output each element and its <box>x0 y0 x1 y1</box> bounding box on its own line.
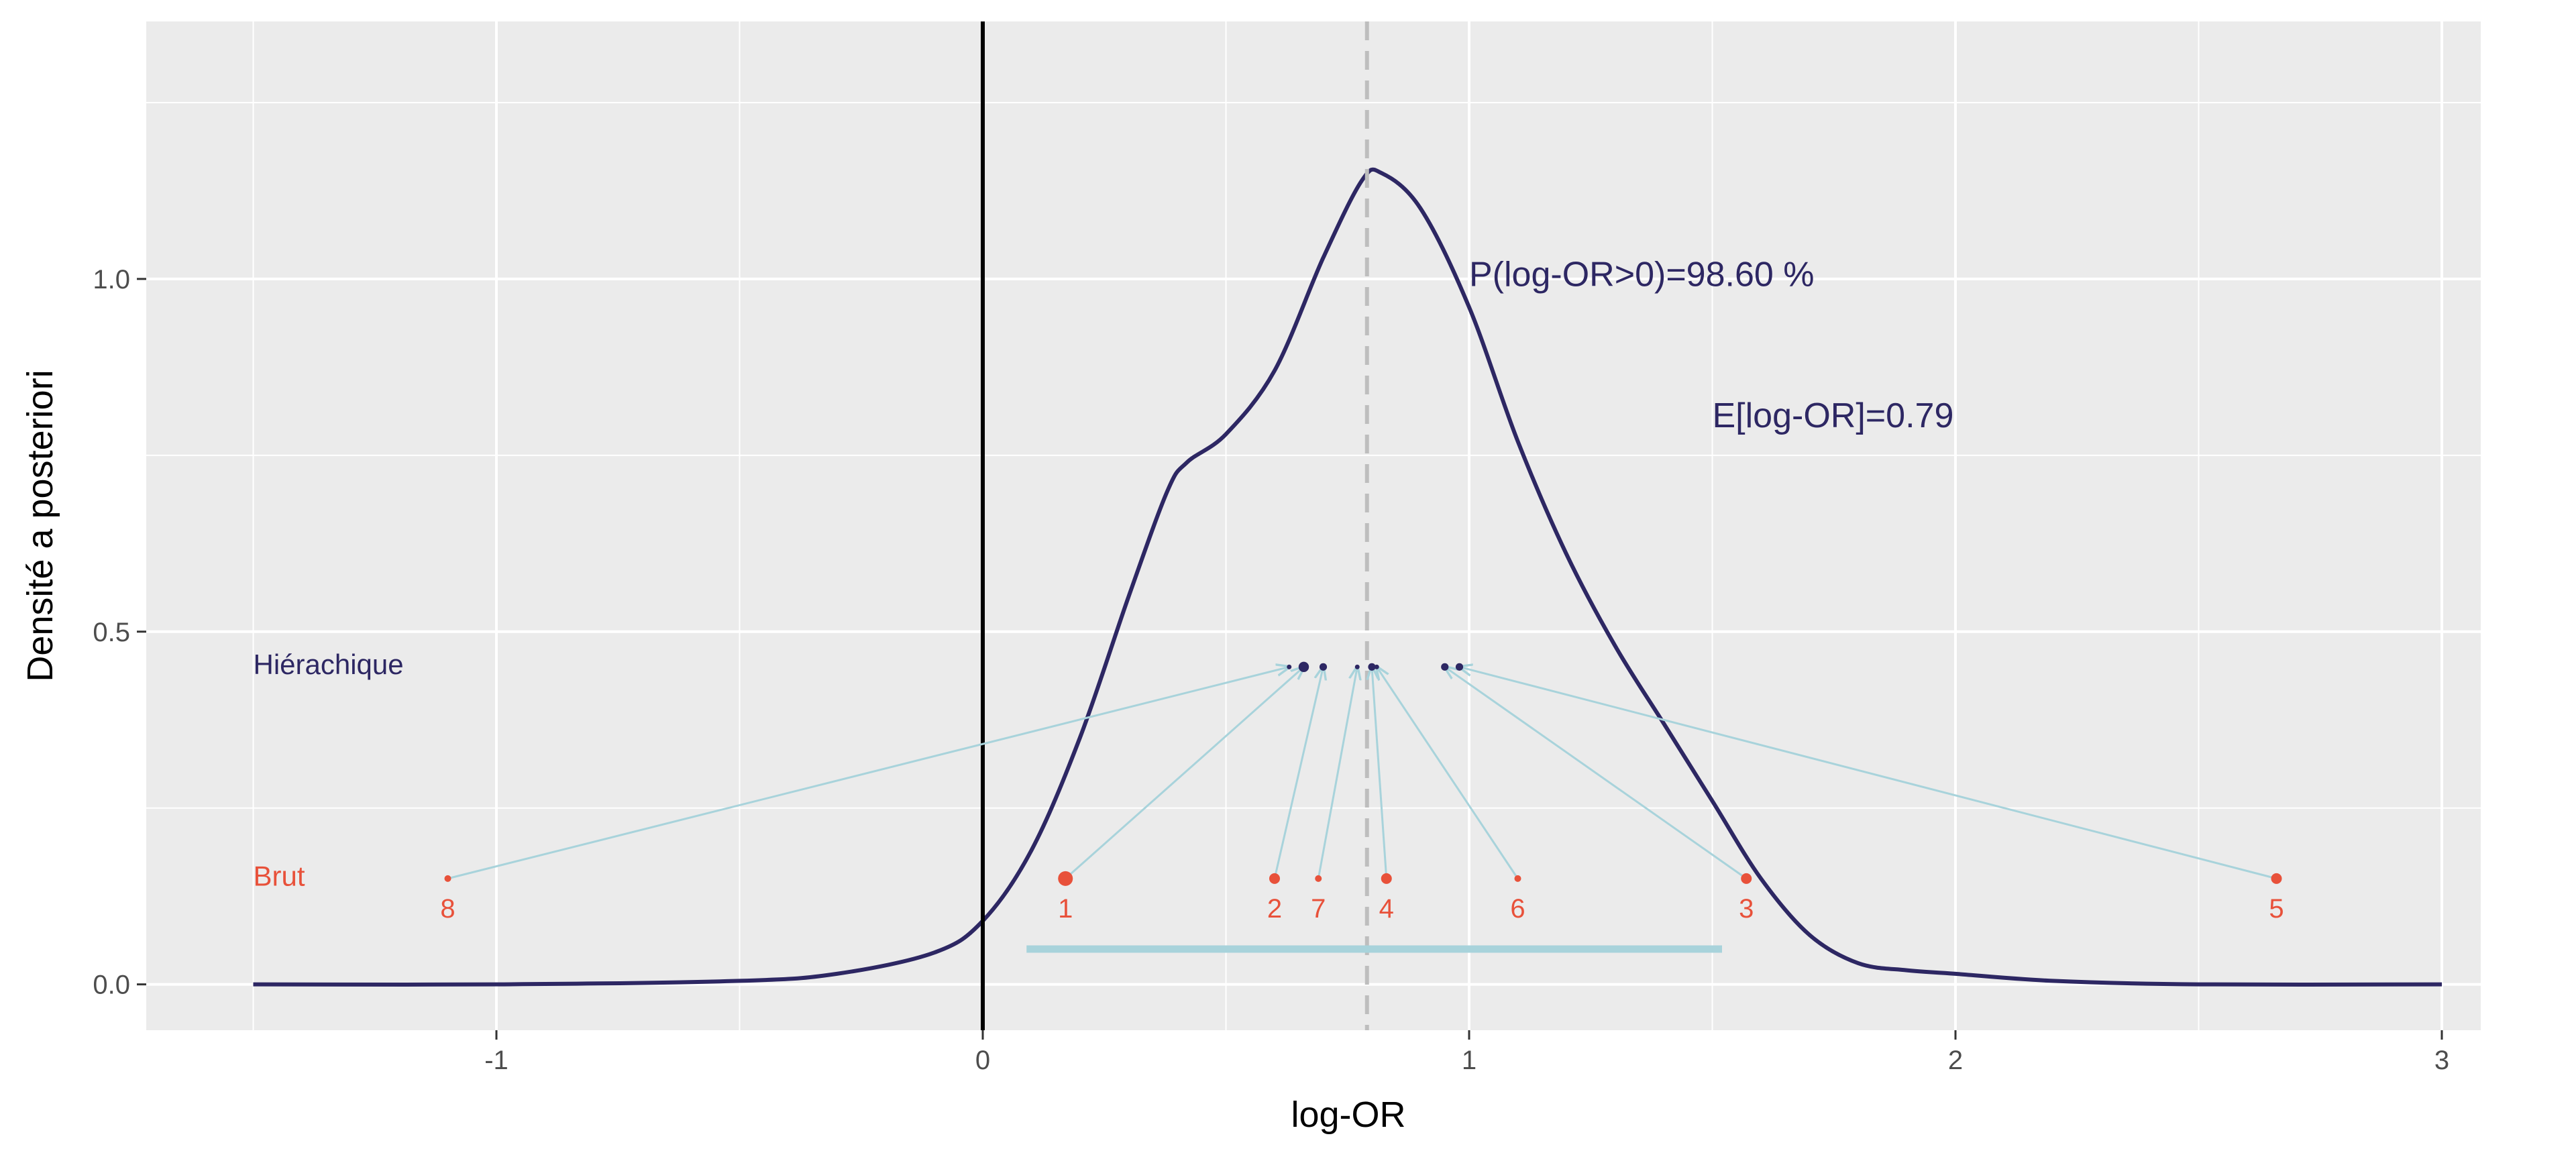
raw-point <box>1514 875 1521 882</box>
study-label: 6 <box>1510 894 1525 924</box>
row-label-hierarchical: Hiérachique <box>254 649 404 680</box>
hierarchical-point <box>1298 661 1309 673</box>
density-curve <box>253 167 2443 987</box>
shrinkage-arrow <box>1273 667 1324 879</box>
x-tick-label: 2 <box>1948 1046 1963 1075</box>
shrinkage-arrow <box>1372 667 1388 879</box>
study-label: 5 <box>2269 894 2284 924</box>
hierarchical-point <box>1374 664 1379 669</box>
shrinkage-arrow <box>447 667 1289 880</box>
shrinkage-arrow <box>1065 667 1303 879</box>
row-label-raw: Brut <box>254 860 305 891</box>
study-label: 2 <box>1267 894 1282 924</box>
raw-point <box>1315 875 1322 882</box>
y-tick-label: 0.0 <box>93 971 130 1000</box>
study-label: 8 <box>440 894 455 924</box>
grid-minor <box>146 21 2481 1030</box>
x-tick-label: 3 <box>2434 1046 2449 1075</box>
hierarchical-point <box>1368 663 1376 671</box>
study-label: 7 <box>1311 894 1326 924</box>
y-axis-title: Densité a posteriori <box>20 370 60 681</box>
raw-point <box>1269 873 1280 884</box>
y-tick-label: 1.0 <box>93 265 130 294</box>
hierarchical-point <box>1319 663 1328 671</box>
x-tick-label: 1 <box>1462 1046 1477 1075</box>
x-tick-label: -1 <box>484 1046 508 1075</box>
study-label: 3 <box>1739 894 1754 924</box>
hierarchical-point <box>1441 663 1449 671</box>
raw-point <box>444 875 451 882</box>
shrinkage-arrow <box>1460 667 2277 880</box>
raw-point <box>1058 871 1073 886</box>
annotation-expected-value: E[log-OR]=0.79 <box>1713 396 1954 435</box>
hierarchical-point <box>1455 663 1464 671</box>
annotation-prob-positive: P(log-OR>0)=98.60 % <box>1469 255 1815 294</box>
y-tick-label: 0.5 <box>93 618 130 647</box>
shrinkage-arrow <box>1445 667 1748 880</box>
raw-point <box>1741 873 1752 884</box>
chart-axes: -1 0 1 2 3 0.0 0.5 1.0 <box>93 265 2449 1075</box>
study-label: 1 <box>1058 894 1073 924</box>
shrinkage-arrow <box>1317 667 1357 879</box>
hierarchical-point <box>1287 664 1292 669</box>
raw-point <box>2271 873 2282 884</box>
plot-panel <box>146 21 2481 1030</box>
raw-point <box>1381 873 1392 884</box>
x-tick-label: 0 <box>975 1046 990 1075</box>
shrinkage-arrow <box>1377 667 1519 879</box>
x-axis-title: log-OR <box>1291 1095 1405 1135</box>
hierarchical-point <box>1354 664 1360 669</box>
chart-marks: 1 2 3 4 5 6 7 8 Hiérachique Brut P(log-OR>0)=98.60… <box>253 21 2443 1030</box>
study-label: 4 <box>1379 894 1394 924</box>
